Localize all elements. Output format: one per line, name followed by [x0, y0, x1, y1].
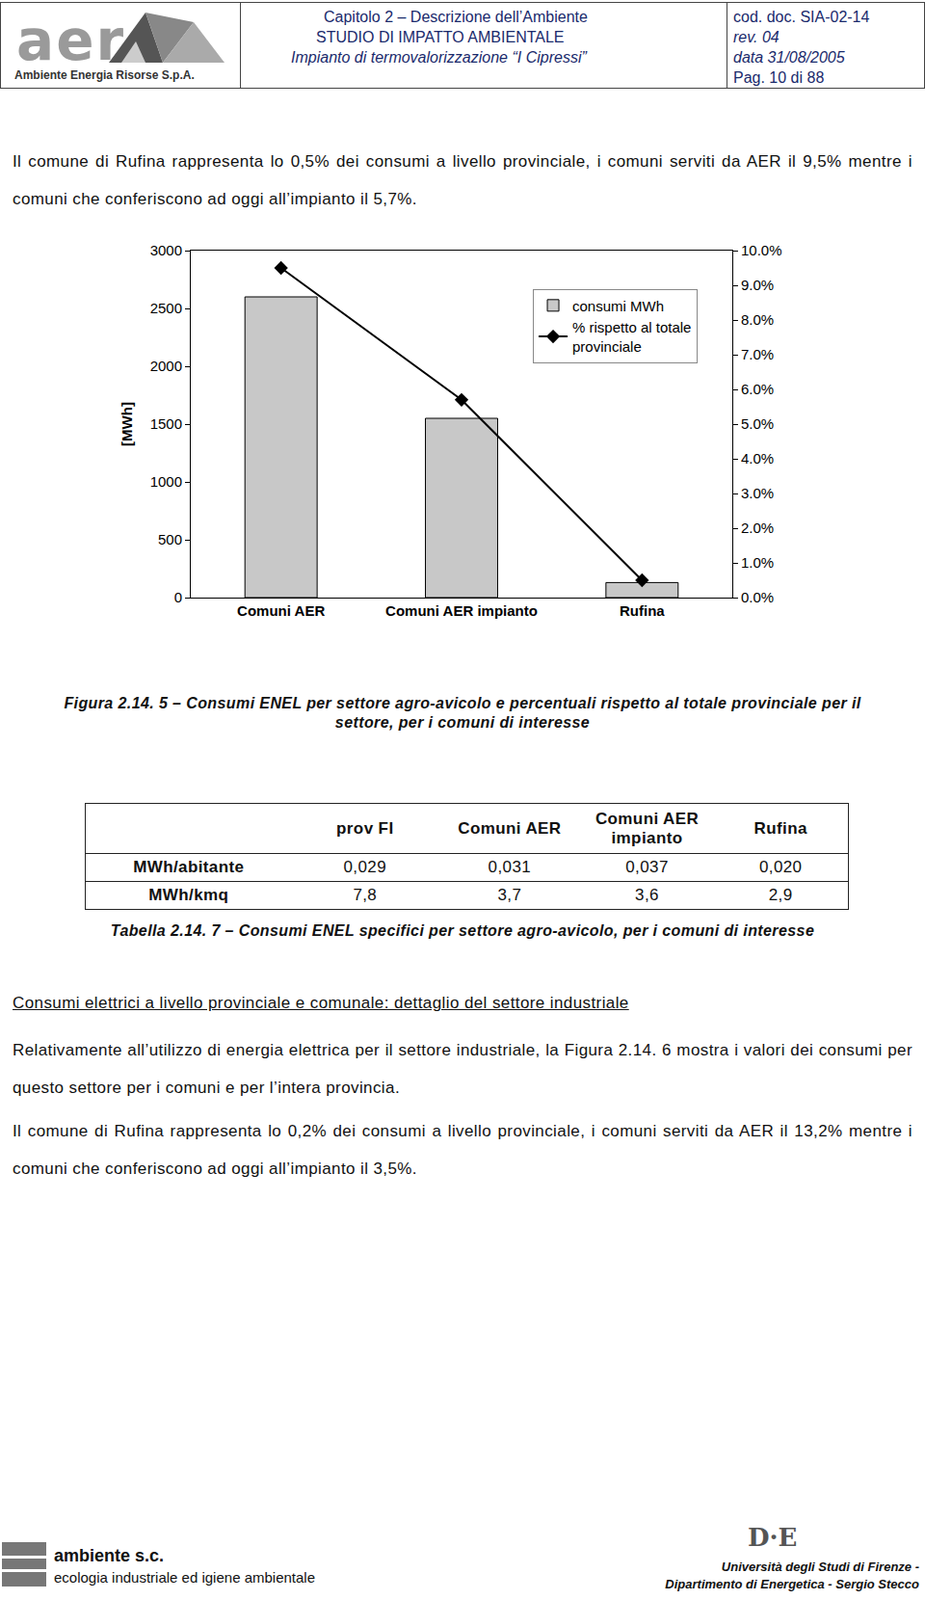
svg-text:9.0%: 9.0%: [740, 276, 774, 293]
html-text:0,029: 0,029: [343, 857, 387, 876]
svg-text:3.0%: 3.0%: [740, 484, 774, 502]
svg-text:1.0%: 1.0%: [740, 554, 774, 571]
html-text:Università degli Studi di Fire: Università degli Studi di Firenze -: [721, 1559, 920, 1574]
html-text:3,6: 3,6: [635, 885, 659, 904]
html-text:Capitolo 2 – Descrizione dell’: Capitolo 2 – Descrizione dell’Ambiente: [323, 8, 588, 26]
svg-text:4.0%: 4.0%: [740, 449, 774, 467]
html-text:Ambiente Energia Risorse S.p.A: Ambiente Energia Risorse S.p.A.: [14, 68, 195, 82]
svg-text:% rispetto al totaleprovincial: % rispetto al totaleprovinciale: [572, 318, 691, 355]
svg-text:8.0%: 8.0%: [740, 311, 774, 328]
html-text:Figura 2.14. 5 – Consumi ENEL: Figura 2.14. 5 – Consumi ENEL per settor…: [63, 694, 862, 731]
html-text:Relativamente all’utilizzo di: Relativamente all’utilizzo di energia el…: [12, 1040, 913, 1097]
html-text:2,9: 2,9: [768, 885, 793, 904]
svg-text:500: 500: [158, 530, 183, 548]
html-text:rev. 04: rev. 04: [733, 28, 780, 46]
svg-text:3000: 3000: [150, 241, 183, 259]
html-text:Consumi elettrici a livello pr: Consumi elettrici a livello provinciale …: [12, 993, 629, 1012]
html-text:Tabella 2.14. 7 – Consumi ENEL: Tabella 2.14. 7 – Consumi ENEL specifici…: [110, 922, 815, 939]
html-text:data 31/08/2005: data 31/08/2005: [733, 49, 845, 66]
html-text:Dipartimento di Energetica - S: Dipartimento di Energetica - Sergio Stec…: [665, 1576, 920, 1591]
svg-text:2000: 2000: [150, 357, 183, 374]
svg-text:10.0%: 10.0%: [740, 241, 783, 259]
html-text:Pag. 10 di 88: Pag. 10 di 88: [733, 69, 825, 86]
svg-text:Comuni AER: Comuni AER: [237, 602, 325, 619]
svg-text:0: 0: [174, 588, 183, 606]
html-text:prov FI: prov FI: [336, 818, 394, 837]
html-text:ecologia industriale ed igiene: ecologia industriale ed igiene ambiental…: [53, 1568, 316, 1586]
html-text:Comuni AER: Comuni AER: [457, 818, 562, 837]
html-text:0,020: 0,020: [759, 857, 803, 876]
svg-text:1000: 1000: [150, 473, 183, 490]
html-text:ambiente s.c.: ambiente s.c.: [53, 1545, 164, 1565]
html-text:0,037: 0,037: [625, 857, 669, 876]
html-text:STUDIO DI IMPATTO AMBIENTALE: STUDIO DI IMPATTO AMBIENTALE: [316, 28, 565, 46]
svg-text:0.0%: 0.0%: [740, 588, 774, 606]
html-text:MWh/abitante: MWh/abitante: [133, 857, 245, 876]
html-text:Il comune di Rufina rappresent: Il comune di Rufina rappresenta lo 0,5% …: [12, 152, 913, 209]
html-text:MWh/kmq: MWh/kmq: [148, 885, 229, 904]
svg-text:5.0%: 5.0%: [740, 415, 774, 432]
html-text:Rufina: Rufina: [753, 818, 808, 837]
svg-text:6.0%: 6.0%: [740, 380, 774, 397]
html-text:Comuni AER impianto: Comuni AER impianto: [595, 808, 699, 847]
html-text:aer: aer: [16, 7, 126, 74]
svg-text:2.0%: 2.0%: [740, 519, 774, 536]
html-text:D·E: D·E: [747, 1522, 798, 1552]
svg-text:Rufina: Rufina: [619, 602, 665, 619]
svg-text:2500: 2500: [150, 299, 183, 317]
html-text:cod. doc. SIA-02-14: cod. doc. SIA-02-14: [733, 8, 870, 26]
html-text:Il comune di Rufina rappresent: Il comune di Rufina rappresenta lo 0,2% …: [12, 1121, 913, 1178]
html-text:Impianto di termovalorizzazion: Impianto di termovalorizzazione “I Cipre…: [290, 49, 587, 66]
svg-text:[MWh]: [MWh]: [118, 401, 135, 447]
html-text:0,031: 0,031: [488, 857, 532, 876]
svg-text:consumi MWh: consumi MWh: [572, 297, 664, 315]
svg-text:Comuni AER impianto: Comuni AER impianto: [385, 602, 538, 619]
svg-text:7.0%: 7.0%: [740, 345, 774, 363]
html-text:7,8: 7,8: [353, 885, 377, 904]
html-text:3,7: 3,7: [497, 885, 522, 904]
svg-text:1500: 1500: [150, 415, 183, 432]
